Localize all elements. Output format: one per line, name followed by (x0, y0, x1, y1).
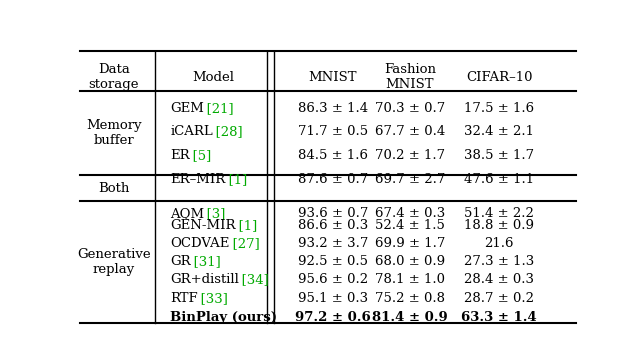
Text: [1]: [1] (236, 219, 257, 232)
Text: [1]: [1] (225, 173, 247, 186)
Text: CIFAR–10: CIFAR–10 (466, 71, 532, 84)
Text: Generative
replay: Generative replay (77, 248, 150, 276)
Text: 27.3 ± 1.3: 27.3 ± 1.3 (464, 255, 534, 268)
Text: AQM: AQM (170, 207, 204, 220)
Text: 69.9 ± 1.7: 69.9 ± 1.7 (374, 237, 445, 250)
Text: 32.4 ± 2.1: 32.4 ± 2.1 (464, 126, 534, 138)
Text: 28.4 ± 0.3: 28.4 ± 0.3 (464, 273, 534, 286)
Text: [31]: [31] (191, 255, 221, 268)
Text: 28.7 ± 0.2: 28.7 ± 0.2 (464, 292, 534, 305)
Text: 86.6 ± 0.3: 86.6 ± 0.3 (298, 219, 368, 232)
Text: Fashion
MNIST: Fashion MNIST (384, 63, 436, 91)
Text: 69.7 ± 2.7: 69.7 ± 2.7 (374, 173, 445, 186)
Text: 95.6 ± 0.2: 95.6 ± 0.2 (298, 273, 368, 286)
Text: GR: GR (170, 255, 191, 268)
Text: 52.4 ± 1.5: 52.4 ± 1.5 (375, 219, 445, 232)
Text: 81.4 ± 0.9: 81.4 ± 0.9 (372, 311, 448, 324)
Text: 87.6 ± 0.7: 87.6 ± 0.7 (298, 173, 368, 186)
Text: [21]: [21] (204, 102, 234, 115)
Text: 95.1 ± 0.3: 95.1 ± 0.3 (298, 292, 368, 305)
Text: 92.5 ± 0.5: 92.5 ± 0.5 (298, 255, 368, 268)
Text: BinPlay (ours): BinPlay (ours) (170, 311, 277, 324)
Text: 86.3 ± 1.4: 86.3 ± 1.4 (298, 102, 368, 115)
Text: ER: ER (170, 149, 190, 162)
Text: 18.8 ± 0.9: 18.8 ± 0.9 (464, 219, 534, 232)
Text: GR+distill: GR+distill (170, 273, 239, 286)
Text: 93.2 ± 3.7: 93.2 ± 3.7 (298, 237, 368, 250)
Text: 75.2 ± 0.8: 75.2 ± 0.8 (375, 292, 445, 305)
Text: 93.6 ± 0.7: 93.6 ± 0.7 (298, 207, 368, 220)
Text: Both: Both (98, 182, 129, 194)
Text: 84.5 ± 1.6: 84.5 ± 1.6 (298, 149, 368, 162)
Text: 70.2 ± 1.7: 70.2 ± 1.7 (375, 149, 445, 162)
Text: Memory
buffer: Memory buffer (86, 119, 141, 147)
Text: [27]: [27] (230, 237, 259, 250)
Text: RTF: RTF (170, 292, 198, 305)
Text: 67.4 ± 0.3: 67.4 ± 0.3 (374, 207, 445, 220)
Text: 97.2 ± 0.6: 97.2 ± 0.6 (295, 311, 371, 324)
Text: [3]: [3] (204, 207, 226, 220)
Text: [33]: [33] (198, 292, 228, 305)
Text: GEN-MIR: GEN-MIR (170, 219, 236, 232)
Text: 47.6 ± 1.1: 47.6 ± 1.1 (464, 173, 534, 186)
Text: 21.6: 21.6 (484, 237, 514, 250)
Text: [28]: [28] (213, 126, 243, 138)
Text: [5]: [5] (190, 149, 211, 162)
Text: iCARL: iCARL (170, 126, 213, 138)
Text: [34]: [34] (239, 273, 269, 286)
Text: MNIST: MNIST (308, 71, 357, 84)
Text: 38.5 ± 1.7: 38.5 ± 1.7 (464, 149, 534, 162)
Text: Data
storage: Data storage (88, 63, 139, 91)
Text: 70.3 ± 0.7: 70.3 ± 0.7 (374, 102, 445, 115)
Text: ER–MIR: ER–MIR (170, 173, 225, 186)
Text: OCDVAE: OCDVAE (170, 237, 230, 250)
Text: 78.1 ± 1.0: 78.1 ± 1.0 (375, 273, 445, 286)
Text: Model: Model (193, 71, 235, 84)
Text: 68.0 ± 0.9: 68.0 ± 0.9 (375, 255, 445, 268)
Text: 17.5 ± 1.6: 17.5 ± 1.6 (464, 102, 534, 115)
Text: GEM: GEM (170, 102, 204, 115)
Text: 67.7 ± 0.4: 67.7 ± 0.4 (374, 126, 445, 138)
Text: 71.7 ± 0.5: 71.7 ± 0.5 (298, 126, 368, 138)
Text: 51.4 ± 2.2: 51.4 ± 2.2 (464, 207, 534, 220)
Text: 63.3 ± 1.4: 63.3 ± 1.4 (461, 311, 537, 324)
